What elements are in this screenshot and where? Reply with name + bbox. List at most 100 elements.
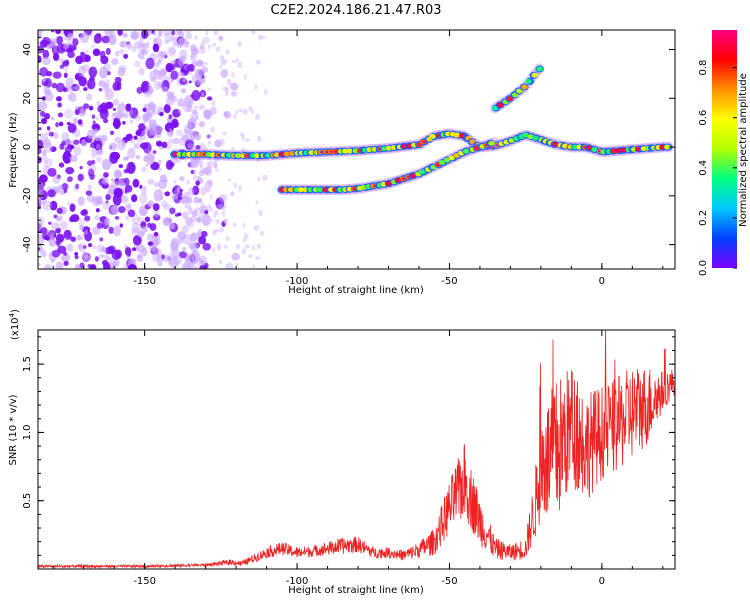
noise-speckle	[187, 63, 195, 73]
noise-speckle	[121, 101, 125, 106]
noise-speckle	[195, 115, 200, 121]
track-peak	[553, 143, 558, 146]
noise-speckle	[45, 160, 49, 164]
noise-speckle	[65, 166, 75, 175]
noise-speckle	[98, 148, 103, 155]
noise-speckle	[181, 262, 189, 269]
noise-speckle	[47, 189, 56, 198]
noise-speckle	[193, 265, 198, 269]
noise-speckle	[63, 229, 72, 240]
noise-speckle	[113, 187, 123, 198]
noise-speckle	[147, 233, 153, 241]
noise-speckle	[169, 256, 179, 269]
noise-speckle	[63, 251, 68, 256]
noise-speckle	[237, 40, 242, 47]
noise-speckle	[136, 86, 143, 94]
track-lower	[276, 137, 499, 196]
noise-speckle	[172, 137, 180, 145]
noise-speckle	[198, 121, 206, 128]
noise-speckle	[109, 260, 118, 268]
snr-x-axis-label: Height of straight line (km)	[288, 585, 424, 596]
snr-exponent-base: (x10	[10, 317, 21, 340]
noise-speckle	[63, 260, 69, 267]
noise-speckle	[73, 117, 79, 125]
noise-speckle	[153, 81, 162, 90]
noise-speckle	[136, 255, 144, 263]
noise-speckle	[122, 32, 128, 38]
noise-speckle	[120, 141, 126, 147]
noise-speckle	[64, 237, 68, 241]
noise-speckle	[125, 215, 130, 221]
noise-speckle	[184, 30, 192, 34]
noise-speckle	[41, 118, 47, 124]
noise-speckle	[42, 78, 47, 82]
noise-speckle	[109, 142, 118, 151]
noise-speckle	[38, 245, 43, 253]
noise-speckle	[55, 96, 62, 102]
noise-speckle	[188, 207, 194, 215]
noise-speckle	[96, 156, 102, 163]
noise-speckle	[85, 50, 89, 53]
noise-speckle	[186, 218, 195, 228]
x-tick-label: -50	[441, 576, 457, 587]
noise-speckle	[204, 180, 213, 191]
noise-speckle	[118, 49, 125, 55]
noise-speckle	[193, 35, 198, 40]
noise-speckle	[112, 81, 120, 91]
noise-speckle	[153, 231, 159, 237]
noise-speckle	[196, 72, 199, 80]
snr-exponent: (x104)	[8, 309, 21, 340]
noise-speckle	[74, 252, 79, 256]
noise-speckle	[77, 173, 84, 182]
noise-speckle	[180, 72, 184, 75]
track-peak	[417, 143, 421, 146]
noise-speckle	[72, 38, 79, 47]
noise-speckle	[38, 189, 44, 200]
noise-speckle	[78, 242, 87, 250]
noise-speckle	[250, 30, 256, 35]
noise-speckle	[46, 130, 53, 137]
noise-speckle	[158, 167, 162, 172]
noise-speckle	[171, 118, 179, 129]
noise-speckle	[189, 123, 192, 128]
noise-speckle	[169, 47, 176, 55]
noise-speckle	[154, 70, 162, 80]
noise-speckle	[203, 262, 209, 269]
noise-speckle	[104, 88, 114, 100]
track-core	[297, 187, 305, 193]
noise-speckle	[158, 68, 167, 75]
noise-speckle	[142, 185, 147, 190]
noise-speckle	[147, 103, 157, 111]
noise-speckle	[115, 179, 123, 187]
noise-speckle	[182, 211, 189, 220]
noise-speckle	[205, 30, 209, 36]
x-tick-label: -150	[133, 276, 156, 287]
noise-speckle	[42, 49, 50, 59]
noise-speckle	[170, 59, 176, 65]
noise-speckle	[43, 138, 52, 148]
noise-speckle	[44, 113, 51, 120]
noise-speckle	[252, 264, 256, 269]
noise-speckle	[83, 87, 88, 92]
noise-speckle	[88, 243, 93, 248]
heatmap-noise	[38, 30, 268, 269]
noise-speckle	[183, 129, 189, 134]
noise-speckle	[141, 166, 147, 172]
noise-speckle	[46, 126, 51, 131]
noise-speckle	[193, 208, 198, 214]
noise-speckle	[112, 107, 117, 112]
noise-speckle	[69, 203, 76, 213]
noise-speckle	[255, 200, 259, 205]
snr-frame	[37, 329, 676, 570]
noise-speckle	[168, 222, 176, 230]
noise-speckle	[238, 108, 243, 113]
track-core	[525, 79, 532, 84]
noise-speckle	[92, 244, 97, 250]
noise-speckle	[171, 30, 176, 36]
snr-plot-area	[38, 330, 675, 569]
noise-speckle	[85, 190, 93, 196]
noise-speckle	[67, 176, 73, 182]
noise-speckle	[164, 31, 173, 43]
noise-speckle	[168, 114, 173, 120]
noise-speckle	[118, 179, 125, 187]
